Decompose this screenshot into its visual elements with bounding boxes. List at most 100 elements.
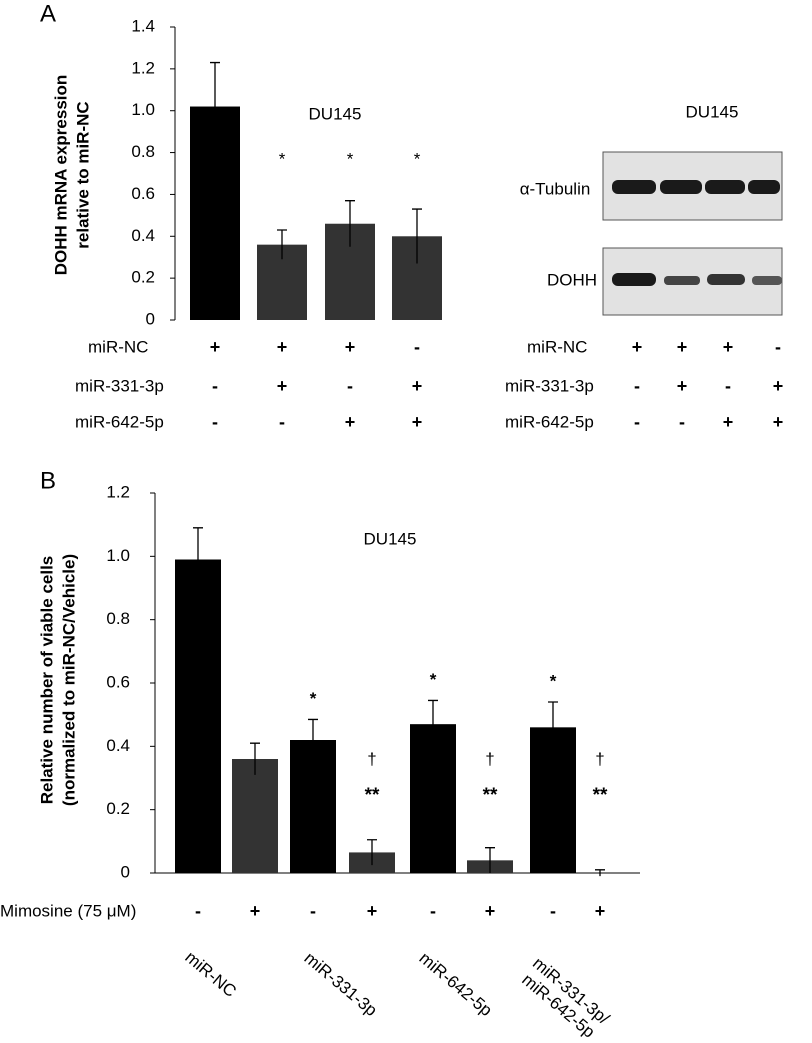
significance-mark: * xyxy=(430,670,437,689)
condition-sign: + xyxy=(412,412,423,432)
band xyxy=(705,180,745,194)
condition-sign: + xyxy=(677,376,688,396)
condition-sign: + xyxy=(773,376,784,396)
condition-sign: + xyxy=(723,337,734,357)
condition-sign: + xyxy=(277,337,288,357)
error-bar xyxy=(367,839,377,866)
bar xyxy=(232,759,278,873)
error-bar xyxy=(595,869,605,877)
condition-sign: + xyxy=(250,901,261,921)
condition-sign: + xyxy=(210,337,221,357)
error-bar xyxy=(277,229,287,260)
error-bar xyxy=(485,847,495,873)
condition-label: miR-331-3p xyxy=(75,376,164,395)
error-bar xyxy=(428,699,438,748)
condition-sign: + xyxy=(773,412,784,432)
condition-sign: + xyxy=(723,412,734,432)
y-tick-label: 1.2 xyxy=(106,482,130,501)
error-bar xyxy=(412,208,422,264)
condition-sign: + xyxy=(485,901,496,921)
condition-sign: + xyxy=(632,337,643,357)
condition-sign: - xyxy=(195,901,201,921)
y-tick-label: 1.0 xyxy=(131,100,155,119)
y-axis-label: relative to miR-NC xyxy=(73,101,92,248)
y-tick-label: 0.6 xyxy=(106,672,130,691)
band xyxy=(612,273,656,286)
blot-bands xyxy=(612,180,782,286)
condition-label: miR-NC xyxy=(527,337,587,356)
condition-sign: - xyxy=(430,901,436,921)
condition-sign: - xyxy=(212,412,218,432)
y-tick-label: 0.8 xyxy=(106,609,130,628)
error-bar xyxy=(548,701,558,753)
panel-label: B xyxy=(40,467,56,494)
y-tick-label: 0.4 xyxy=(106,736,130,755)
condition-label: miR-331-3p xyxy=(505,376,594,395)
y-tick-label: 1.2 xyxy=(131,58,155,77)
condition-sign: - xyxy=(550,901,556,921)
significance-mark: ** xyxy=(365,785,380,806)
error-bar xyxy=(345,200,355,247)
condition-sign: - xyxy=(679,412,685,432)
condition-sign: + xyxy=(367,901,378,921)
error-bar xyxy=(210,61,220,151)
y-tick-label: 0.2 xyxy=(106,799,130,818)
significance-mark: † xyxy=(485,749,494,768)
y-tick-label: 0.4 xyxy=(131,226,155,245)
condition-sign: - xyxy=(634,412,640,432)
condition-sign: + xyxy=(277,376,288,396)
band xyxy=(752,276,782,285)
condition-sign: + xyxy=(412,376,423,396)
y-axis-label: DOHH mRNA expression xyxy=(51,75,70,276)
y-tick-label: 0.8 xyxy=(131,142,155,161)
condition-sign: - xyxy=(725,376,731,396)
y-tick-label: 0.6 xyxy=(131,184,155,203)
chart-title: DU145 xyxy=(309,104,362,123)
significance-mark: † xyxy=(367,749,376,768)
significance-mark: * xyxy=(279,149,286,168)
y-axis-label: Relative number of viable cells xyxy=(37,556,56,804)
error-bar xyxy=(193,527,203,592)
blot-row-label: α-Tubulin xyxy=(520,179,591,198)
y-tick-label: 0 xyxy=(146,309,155,328)
significance-mark: * xyxy=(310,689,317,708)
condition-label: Mimosine (75 μM) xyxy=(0,901,136,920)
x-tick-label: miR-NC xyxy=(181,948,240,1001)
band xyxy=(612,180,656,194)
significance-mark: * xyxy=(414,149,421,168)
significance-mark: ** xyxy=(593,785,608,806)
y-tick-label: 0 xyxy=(121,862,130,881)
x-tick-label: miR-642-5p xyxy=(416,948,496,1020)
significance-mark: * xyxy=(347,149,354,168)
condition-sign: - xyxy=(634,376,640,396)
panel-label: A xyxy=(40,0,56,27)
blot-title: DU145 xyxy=(686,102,739,121)
significance-mark: ** xyxy=(483,785,498,806)
condition-sign: - xyxy=(347,376,353,396)
y-axis-label: (normalized to miR-NC/Vehicle) xyxy=(59,554,78,806)
blot-row-label: DOHH xyxy=(547,270,597,289)
y-tick-label: 1.0 xyxy=(106,546,130,565)
condition-sign: + xyxy=(345,412,356,432)
condition-sign: - xyxy=(310,901,316,921)
condition-sign: - xyxy=(279,412,285,432)
band xyxy=(664,276,700,285)
condition-sign: + xyxy=(345,337,356,357)
band xyxy=(660,180,702,194)
x-tick-label: miR-331-3p/miR-642-5p xyxy=(516,954,613,1043)
condition-label: miR-642-5p xyxy=(505,412,594,431)
y-tick-label: 1.4 xyxy=(131,16,155,35)
y-tick-label: 0.2 xyxy=(131,268,155,287)
band xyxy=(748,180,780,194)
condition-sign: + xyxy=(677,337,688,357)
condition-sign: - xyxy=(212,376,218,396)
error-bar xyxy=(308,718,318,761)
condition-sign: - xyxy=(414,337,420,357)
condition-sign: + xyxy=(595,901,606,921)
significance-mark: † xyxy=(595,749,604,768)
condition-label: miR-NC xyxy=(88,337,148,356)
x-tick-label: miR-331-3p xyxy=(301,948,381,1020)
band xyxy=(707,274,745,285)
significance-mark: * xyxy=(550,671,557,690)
